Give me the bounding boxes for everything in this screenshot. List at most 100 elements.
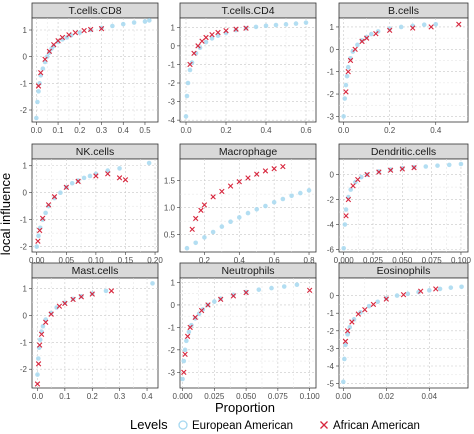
data-point — [81, 175, 87, 181]
y-tick-label: -5 — [327, 380, 335, 389]
data-point — [359, 38, 365, 45]
data-point — [198, 207, 204, 214]
y-tick-label: -2 — [20, 243, 28, 252]
data-point — [343, 342, 348, 348]
data-point — [202, 235, 207, 240]
data-point — [189, 322, 194, 328]
data-point — [358, 174, 364, 180]
x-tick-label: 0.5 — [139, 126, 151, 135]
data-point — [355, 42, 360, 48]
x-tick-label: 0.15 — [118, 256, 134, 265]
data-point — [69, 180, 75, 186]
facet-title: Neutrophils — [221, 265, 274, 277]
data-point — [364, 34, 369, 40]
x-tick-label: 0.8 — [303, 256, 315, 265]
data-point — [184, 333, 191, 340]
y-tick-label: -1 — [20, 338, 28, 347]
y-tick-label: 0 — [171, 301, 176, 310]
data-point — [262, 168, 269, 174]
series-african-american — [35, 171, 129, 244]
data-point — [227, 183, 234, 189]
series-african-american — [34, 288, 115, 387]
x-tick-label: 0.10 — [88, 256, 104, 265]
data-point — [89, 291, 95, 297]
data-point — [343, 207, 349, 212]
series-african-american — [342, 286, 439, 345]
data-point — [87, 26, 94, 33]
data-point — [273, 22, 279, 28]
data-point — [209, 32, 215, 38]
data-point — [263, 23, 269, 29]
data-point — [180, 376, 185, 382]
legend-x-marker — [320, 421, 328, 429]
x-tick-label: 0.100 — [451, 256, 472, 265]
data-point — [233, 26, 239, 32]
x-tick-label: 0.2 — [87, 392, 99, 401]
data-point — [46, 48, 53, 55]
data-point — [52, 195, 57, 201]
plot-area — [338, 17, 469, 123]
data-point — [387, 167, 394, 173]
data-point — [228, 219, 233, 225]
data-point — [36, 342, 43, 348]
data-point — [236, 179, 242, 185]
data-point — [245, 210, 251, 216]
y-tick-label: 1 — [171, 278, 176, 287]
data-point — [40, 66, 46, 71]
data-point — [62, 300, 68, 307]
data-point — [293, 21, 299, 26]
data-point — [355, 176, 361, 183]
data-point — [35, 99, 40, 105]
data-point — [38, 331, 45, 338]
y-tick-label: 0 — [330, 45, 335, 54]
y-tick-label: -6 — [327, 246, 335, 255]
data-point — [342, 338, 349, 345]
data-point — [344, 73, 350, 79]
x-tick-label: 0.4 — [260, 126, 272, 135]
data-point — [105, 168, 111, 173]
x-tick-label: 0.20 — [147, 256, 163, 265]
panel-eosinophils: Eosinophils 0.00 0.02 0.04 -5 -4 -3 -2 -1 0 — [327, 262, 469, 401]
y-tick-label: -1 — [168, 60, 176, 69]
x-tick-label: 0.4 — [118, 126, 130, 135]
data-point — [349, 319, 355, 325]
data-point — [35, 361, 42, 367]
plot-area — [31, 17, 159, 123]
data-point — [368, 31, 374, 37]
data-point — [54, 305, 59, 310]
x-tick-label: 0.4 — [141, 392, 153, 401]
data-point — [263, 203, 268, 209]
data-point — [345, 68, 351, 75]
data-point — [215, 29, 221, 36]
x-tick-label: 0.3 — [114, 392, 126, 401]
data-point — [45, 202, 52, 208]
y-tick-label: 0 — [171, 42, 176, 51]
data-point — [40, 217, 45, 222]
legend-label: African American — [333, 420, 420, 432]
data-point — [75, 178, 81, 183]
data-point — [184, 93, 190, 99]
y-tick-label: -3 — [327, 112, 335, 121]
data-point — [345, 64, 351, 70]
data-point — [362, 306, 368, 313]
data-point — [341, 379, 346, 385]
data-point — [72, 29, 79, 36]
data-point — [43, 319, 49, 325]
data-point — [298, 190, 303, 196]
y-tick-label: 1 — [171, 23, 176, 32]
series-european-american — [34, 160, 152, 249]
data-point — [364, 171, 370, 178]
data-point — [39, 215, 46, 221]
data-point — [342, 222, 348, 227]
data-point — [192, 314, 198, 320]
data-point — [59, 34, 66, 41]
x-tick-label: 0.025 — [204, 392, 225, 401]
x-tick-label: 0.00 — [29, 256, 45, 265]
data-point — [383, 296, 389, 302]
series-african-american — [189, 163, 286, 232]
data-point — [280, 196, 286, 202]
y-tick-label: 1 — [330, 23, 335, 32]
y-tick-label: -1 — [20, 79, 28, 88]
data-point — [35, 372, 40, 377]
x-tick-label: 0.100 — [300, 392, 321, 401]
